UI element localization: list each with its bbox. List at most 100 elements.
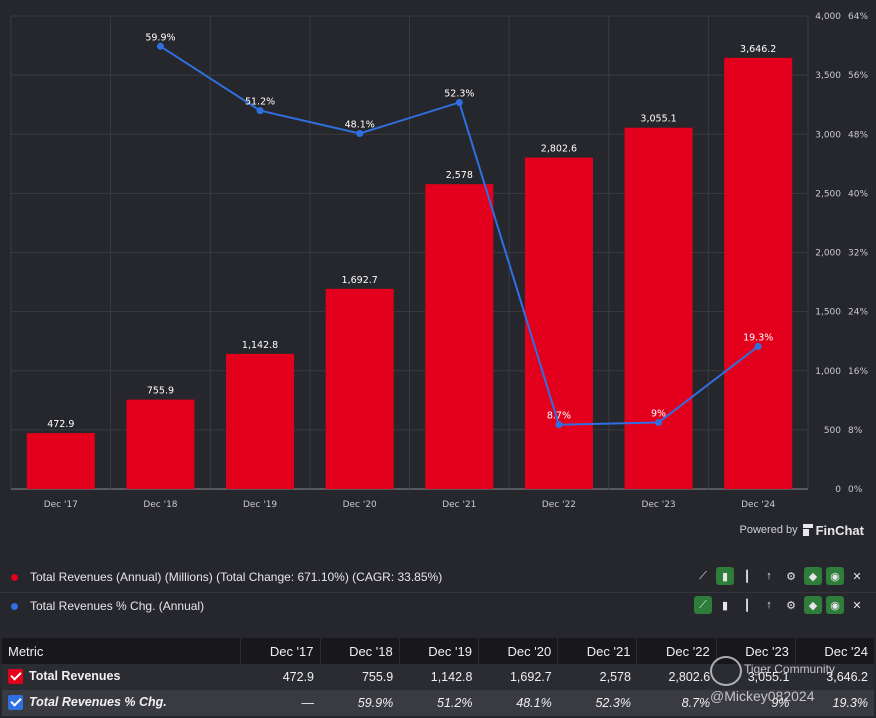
close-icon[interactable]: ✕ [852, 599, 862, 612]
table-cell: 1,692.7 [478, 664, 558, 690]
bar-value-label: 1,142.8 [242, 340, 278, 351]
y-left-tick-label: 1,000 [815, 367, 841, 377]
bar [524, 157, 593, 490]
gear-icon[interactable]: ⚙ [786, 599, 796, 612]
eye-icon[interactable]: ◉ [826, 596, 844, 614]
line-chart-icon[interactable]: ⟋ [699, 569, 707, 582]
line-point [455, 98, 463, 106]
bar-value-label: 3,055.1 [640, 114, 676, 125]
row-label: Total Revenues [29, 669, 121, 684]
column-header: Dec '18 [319, 638, 400, 664]
line-value-label: 9% [651, 408, 666, 419]
series-toolbar-pct-change: ⟋ ▮ ┃ ↑ ⚙ ◆ ◉ ✕ [694, 596, 866, 614]
x-tick-label: Dec '20 [343, 500, 377, 510]
line-point [655, 418, 663, 426]
row-label: Total Revenues % Chg. [29, 695, 167, 710]
checkbox-pct-change[interactable] [8, 694, 23, 710]
table-row: Total Revenues % Chg. — 59.9% 51.2% 48.1… [2, 690, 874, 716]
x-axis-ticks: Dec '17 Dec '18 Dec '19 Dec '20 Dec '21 Dec '… [44, 500, 776, 510]
bar-value-label: 2,578 [446, 170, 473, 181]
finchat-mark-icon [802, 524, 813, 536]
bar-series [26, 57, 793, 490]
eye-icon[interactable]: ◉ [826, 567, 844, 585]
watermark: Tiger Community @Mickey082024 [710, 654, 860, 714]
checkbox-revenues[interactable] [8, 668, 23, 684]
column-header: Dec '17 [240, 638, 320, 664]
legend-label-revenues: Total Revenues (Annual) (Millions) (Tota… [30, 570, 443, 584]
bar [126, 399, 195, 489]
column-chart-icon[interactable]: ┃ [743, 570, 751, 583]
close-icon[interactable]: ✕ [852, 570, 862, 583]
metrics-table: Metric Dec '17 Dec '18 Dec '19 Dec '20 D… [2, 638, 874, 716]
x-tick-label: Dec '18 [143, 500, 177, 510]
bar [724, 57, 793, 489]
bar-value-label: 2,802.6 [541, 144, 577, 155]
revenue-chart: 472.9 755.9 1,142.8 1,692.7 2,578 2,802.6 3,05… [10, 12, 868, 510]
bar-value-label: 472.9 [47, 419, 74, 430]
column-header: Dec '23 [715, 638, 796, 664]
y-right-tick-label: 56% [848, 71, 868, 81]
powered-by: Powered by FinChat [740, 521, 864, 539]
metric-column-header: Metric [2, 638, 241, 664]
watermark-handle: @Mickey082024 [710, 688, 815, 704]
y-right-tick-label: 24% [848, 308, 868, 318]
table-cell: 472.9 [240, 664, 320, 690]
finchat-logo: FinChat [802, 523, 864, 538]
line-point [754, 342, 762, 350]
y-left-tick-label: 2,000 [815, 249, 841, 259]
bar [325, 288, 394, 489]
table-cell: 8.7% [636, 690, 717, 716]
column-header: Dec '21 [557, 638, 637, 664]
line-value-label: 52.3% [444, 88, 474, 99]
table-cell: 9% [716, 690, 796, 716]
table-cell: 19.3% [795, 690, 874, 716]
y-left-tick-label: 4,000 [815, 12, 841, 22]
bar [624, 127, 693, 489]
gear-icon[interactable]: ⚙ [786, 570, 796, 583]
column-header: Dec '24 [794, 638, 874, 664]
table-cell: 1,142.8 [399, 664, 479, 690]
legend-dot-pct-change [11, 602, 18, 610]
table-cell: 3,646.2 [795, 664, 874, 690]
y-right-tick-label: 48% [848, 130, 868, 140]
tiger-logo-icon [710, 656, 742, 686]
x-tick-label: Dec '21 [442, 500, 476, 510]
line-value-label: 51.2% [245, 97, 275, 108]
line-point [555, 421, 563, 429]
x-tick-label: Dec '23 [641, 500, 675, 510]
table-cell: 52.3% [557, 690, 637, 716]
y-right-tick-label: 32% [848, 249, 868, 259]
legend-row-revenues: Total Revenues (Annual) (Millions) (Tota… [0, 564, 876, 590]
column-chart-icon[interactable]: ┃ [743, 599, 751, 612]
bar-chart-icon[interactable]: ▮ [716, 567, 734, 585]
line-point [156, 42, 164, 50]
y-right-tick-label: 40% [848, 189, 868, 199]
sort-icon[interactable]: ↑ [766, 599, 772, 611]
bar [26, 433, 95, 489]
line-series [156, 42, 762, 429]
bar-data-labels: 472.9 755.9 1,142.8 1,692.7 2,578 2,802.6 3,05… [47, 44, 776, 430]
line-value-label: 48.1% [345, 120, 375, 131]
bar-value-label: 755.9 [147, 386, 174, 397]
line-point [256, 107, 264, 115]
tag-icon[interactable]: ◆ [804, 567, 822, 585]
legend-label-pct-change: Total Revenues % Chg. (Annual) [30, 599, 205, 613]
x-tick-label: Dec '24 [741, 500, 775, 510]
table-cell: 755.9 [320, 664, 400, 690]
bar [226, 353, 295, 489]
line-data-labels: 59.9% 51.2% 48.1% 52.3% 8.7% 9% 19.3% [145, 32, 773, 421]
tag-icon[interactable]: ◆ [804, 596, 822, 614]
y-left-tick-label: 2,500 [815, 189, 841, 199]
powered-by-text: Powered by [739, 524, 798, 536]
y-left-tick-label: 3,500 [815, 71, 841, 81]
y-left-tick-label: 0 [835, 485, 841, 495]
y-axis-left-ticks: 0 500 1,000 1,500 2,000 2,500 3,000 3,500 4,000 [815, 12, 841, 495]
bar-value-label: 1,692.7 [342, 275, 378, 286]
legend-row-pct-change: Total Revenues % Chg. (Annual) ⟋ ▮ ┃ ↑ ⚙… [0, 592, 876, 619]
bar-value-label: 3,646.2 [740, 44, 776, 55]
bar-chart-icon[interactable]: ▮ [721, 599, 729, 612]
sort-icon[interactable]: ↑ [766, 570, 772, 582]
line-chart-icon[interactable]: ⟋ [694, 596, 712, 614]
line-value-label: 59.9% [145, 32, 175, 43]
x-tick-label: Dec '22 [542, 500, 576, 510]
